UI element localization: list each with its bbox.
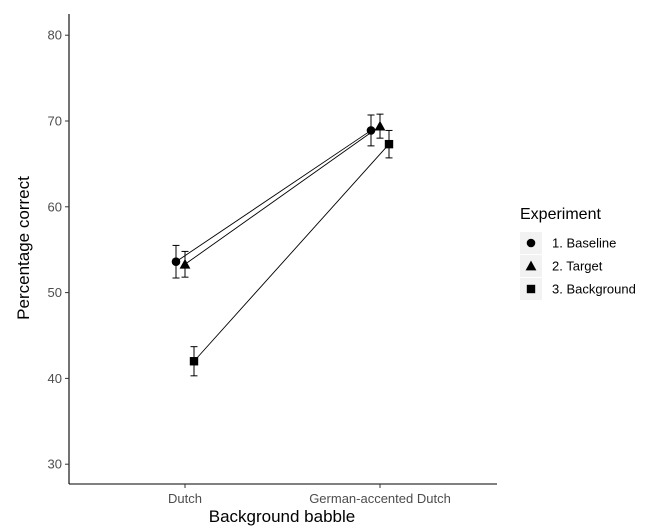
y-tick-label: 50 [48,285,62,300]
series-1 [171,114,376,279]
series-line [175,130,372,263]
legend-label: 1. Baseline [552,236,616,251]
y-tick-label: 30 [48,457,62,472]
data-point-square [384,139,394,149]
legend-label: 3. Background [552,282,636,297]
y-tick-label: 70 [48,114,62,129]
data-point-circle [366,126,376,135]
data-point-triangle [374,120,386,131]
x-axis-title: Background babble [209,507,356,526]
legend-marker-square [526,284,536,294]
series-line [184,125,381,265]
legend-entry: 2. Target [520,255,603,277]
series-line [193,143,390,362]
y-axis-title: Percentage correct [14,176,33,320]
y-tick-label: 40 [48,371,62,386]
legend-entry: 1. Baseline [520,232,616,254]
data-point-circle [171,257,181,267]
legend-label: 2. Target [552,259,603,274]
plot-area [171,113,394,377]
data-point-square [189,357,199,366]
y-tick-label: 60 [48,199,62,214]
legend: Experiment 1. Baseline 2. Target 3. Backgr… [520,206,636,300]
data-point-triangle [179,258,191,269]
x-tick-label: Dutch [168,491,202,506]
y-tick-label: 80 [48,28,62,43]
legend-marker-triangle [525,260,537,271]
x-tick-label: German-accented Dutch [309,491,451,506]
legend-entry: 3. Background [520,278,636,300]
legend-marker-circle [526,238,536,248]
axes: 30 40 50 60 70 80 Dutch German-accented Dutch [48,14,497,506]
series-2 [179,113,386,278]
series-3 [189,129,394,377]
legend-title: Experiment [520,206,601,223]
